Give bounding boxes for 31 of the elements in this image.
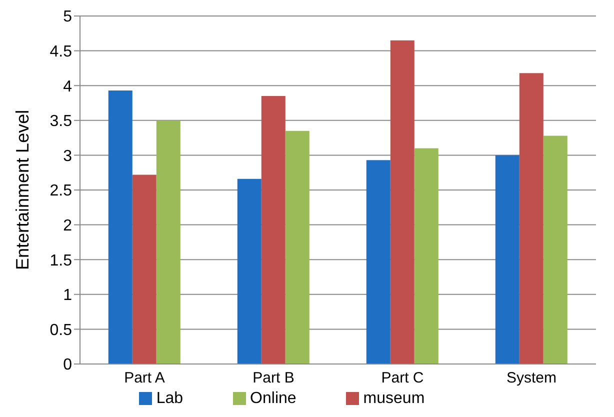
y-tick-label: 0.5: [50, 322, 72, 339]
x-tick-label: Part B: [252, 370, 294, 387]
y-tick-label: 3.5: [50, 113, 72, 130]
y-axis-title: Entertainment Level: [12, 110, 32, 270]
legend-label: Online: [250, 390, 296, 407]
legend-label: Lab: [156, 390, 184, 407]
bar: [390, 40, 414, 364]
x-tick-label: System: [506, 370, 557, 387]
bar: [285, 130, 310, 364]
y-tick-label: 5: [63, 8, 72, 26]
y-tick-label: 2: [63, 217, 72, 234]
bar: [366, 160, 390, 364]
y-tick-label: 3: [63, 148, 72, 165]
x-tick-label: Part A: [124, 370, 165, 387]
bar: [543, 136, 568, 364]
bar: [237, 178, 262, 364]
y-tick-label: 4: [63, 78, 72, 96]
y-tick-label: 0: [63, 356, 72, 374]
y-tick-label: 1: [63, 287, 72, 304]
x-tick-label: Part C: [381, 370, 424, 387]
bar: [414, 148, 438, 364]
y-tick-label: 2.5: [50, 182, 72, 200]
y-tick-label: 4.5: [50, 43, 72, 60]
bar: [519, 73, 544, 364]
legend-label: museum: [363, 390, 425, 407]
bar: [495, 155, 520, 364]
bar: [156, 120, 180, 364]
bar: [261, 96, 286, 364]
y-tick-label: 1.5: [50, 252, 72, 270]
bar: [132, 174, 156, 364]
bar: [108, 90, 132, 364]
